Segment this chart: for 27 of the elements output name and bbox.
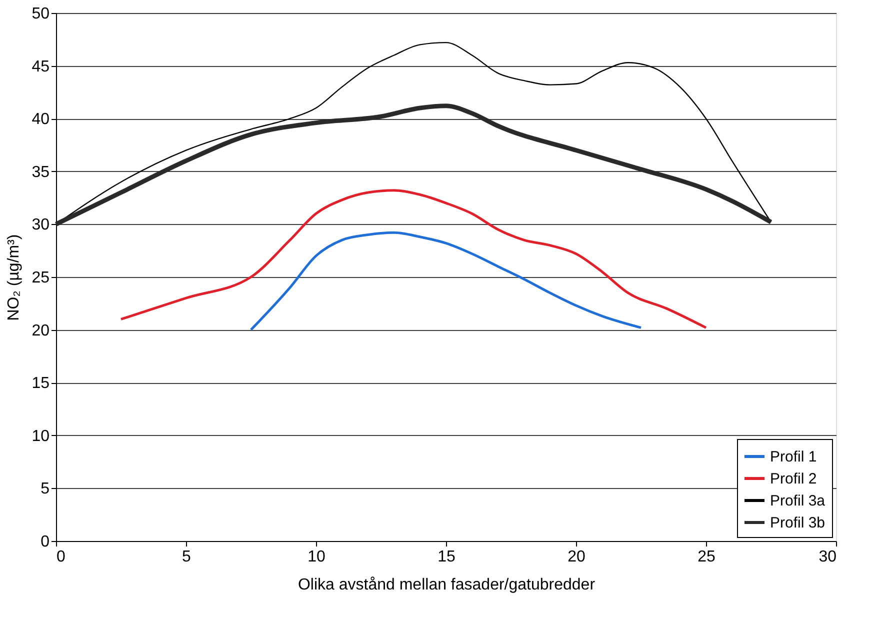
x-tick-label: 5: [182, 548, 192, 566]
x-tick-label: 30: [818, 548, 837, 566]
x-tick-label: 0: [56, 548, 66, 566]
y-tick-label: 10: [32, 428, 50, 445]
y-tick-label: 5: [40, 480, 50, 498]
line-series: [120, 189, 708, 329]
y-tick-label: 50: [32, 6, 50, 22]
line-series: [54, 104, 774, 226]
x-tick-label: 10: [308, 548, 326, 566]
y-tick-label: 25: [32, 270, 50, 286]
legend-label: Profil 3b: [770, 514, 826, 532]
y-tick-label: 15: [32, 375, 50, 392]
y-tick-label: 35: [32, 164, 50, 181]
y-tick-label: 20: [32, 322, 50, 340]
x-axis-title: Olika avstånd mellan fasader/gatubredder: [298, 576, 596, 594]
x-tick-label: 15: [438, 548, 456, 566]
y-tick-label: 40: [32, 111, 50, 128]
legend-label: Profil 1: [770, 448, 817, 466]
y-tick-label: 30: [32, 216, 50, 234]
legend-label: Profil 3a: [770, 492, 826, 510]
line-series: [250, 231, 642, 332]
y-axis-title: NO₂ (µg/m³): [6, 234, 23, 321]
x-tick-label: 20: [568, 548, 586, 566]
y-tick-label: 45: [32, 58, 50, 76]
legend-label: Profil 2: [770, 470, 817, 488]
y-tick-label: 0: [40, 534, 50, 550]
x-tick-label: 25: [698, 548, 716, 566]
